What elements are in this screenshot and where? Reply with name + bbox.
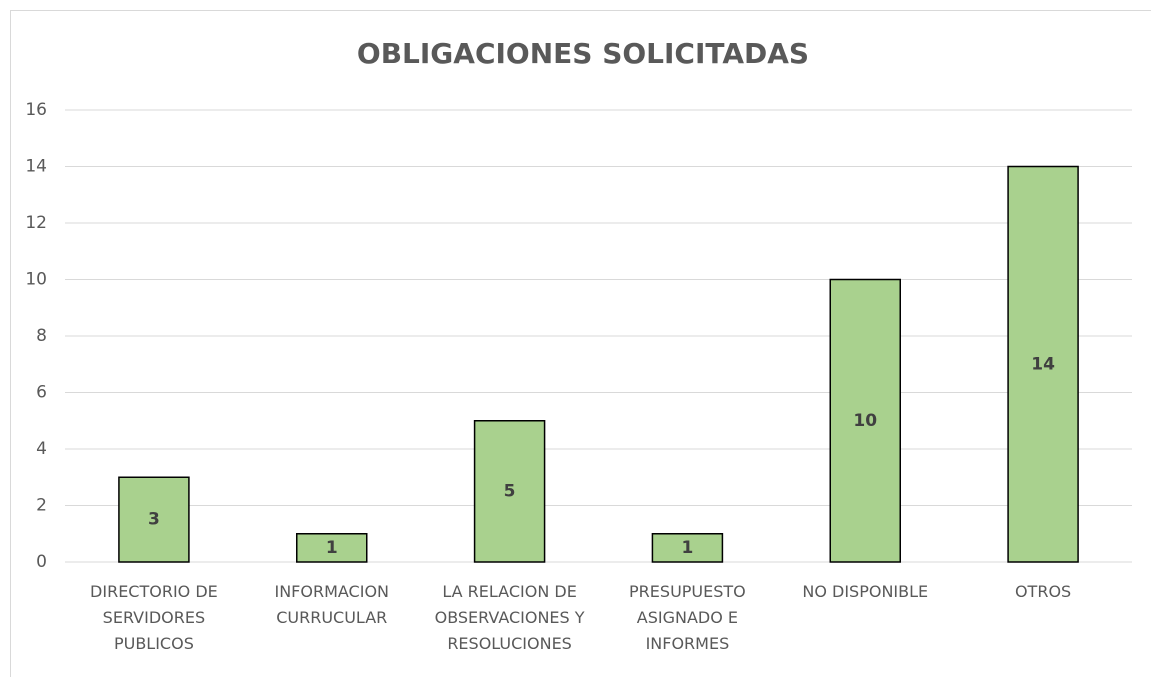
bar <box>651 533 724 563</box>
x-tick-label: LA RELACION DE OBSERVACIONES Y RESOLUCIO… <box>434 582 585 653</box>
x-tick-label: OTROS <box>1014 582 1072 601</box>
x-tick-label: INFORMACION CURRUCULAR <box>274 582 390 627</box>
y-tick-label: 12 <box>25 213 47 233</box>
data-label: 3 <box>148 510 160 530</box>
data-label: 1 <box>326 538 338 558</box>
x-tick-label: DIRECTORIO DE SERVIDORES PUBLICOS <box>90 582 218 653</box>
bar <box>1007 165 1079 563</box>
x-tick-label: PRESUPUESTO ASIGNADO E INFORMES <box>629 582 746 653</box>
x-tick-label: NO DISPONIBLE <box>802 582 929 601</box>
y-tick-label: 0 <box>36 552 47 572</box>
chart-frame <box>10 10 1151 677</box>
y-tick-label: 16 <box>25 100 47 120</box>
data-label: 14 <box>1031 354 1055 374</box>
bar <box>118 476 190 563</box>
y-tick-label: 10 <box>25 270 47 290</box>
y-tick-label: 4 <box>36 439 47 459</box>
data-label: 1 <box>681 538 693 558</box>
y-tick-label: 2 <box>36 496 47 516</box>
data-label: 5 <box>504 481 516 501</box>
data-label: 10 <box>853 411 877 431</box>
bar <box>829 278 901 563</box>
y-tick-label: 6 <box>36 383 47 403</box>
chart-title: OBLIGACIONES SOLICITADAS <box>357 37 809 70</box>
bar <box>296 533 368 563</box>
y-tick-label: 14 <box>25 157 47 177</box>
y-tick-label: 8 <box>36 326 47 346</box>
bar <box>473 420 546 563</box>
